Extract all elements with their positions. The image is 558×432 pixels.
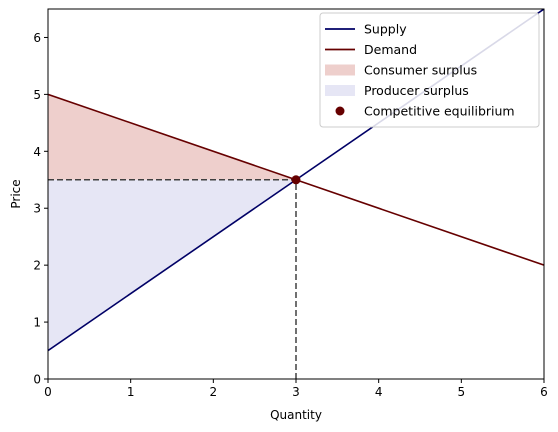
legend-producer-surplus-swatch [325, 85, 355, 96]
legend-supply-label: Supply [364, 22, 407, 37]
x-axis-ticks: 0 1 2 3 4 5 6 [44, 379, 548, 399]
x-tick-label: 6 [540, 385, 548, 399]
equilibrium-guides [48, 179, 297, 379]
legend: Supply Demand Consumer surplus Producer sur… [319, 12, 540, 128]
legend-box [319, 12, 540, 128]
x-tick-label: 0 [44, 385, 52, 399]
x-tick-label: 4 [375, 385, 383, 399]
legend-demand-label: Demand [364, 42, 417, 57]
x-tick-label: 3 [292, 385, 300, 399]
y-tick-label: 0 [33, 373, 41, 387]
legend-competitive-equilibrium-swatch [335, 106, 345, 116]
y-axis-label: Price [9, 179, 23, 208]
legend-producer-surplus-label: Producer surplus [364, 83, 469, 98]
y-tick-label: 5 [33, 88, 41, 102]
x-tick-label: 2 [210, 385, 218, 399]
x-axis-label: Quantity [270, 408, 322, 422]
y-tick-label: 4 [33, 145, 41, 159]
y-tick-label: 1 [33, 316, 41, 330]
legend-consumer-surplus-label: Consumer surplus [364, 63, 477, 78]
y-tick-label: 6 [33, 31, 41, 45]
y-tick-label: 2 [33, 259, 41, 273]
equilibrium-point-layer [291, 175, 301, 185]
x-tick-label: 1 [127, 385, 135, 399]
legend-competitive-equilibrium-label: Competitive equilibrium [364, 104, 515, 119]
x-tick-label: 5 [458, 385, 466, 399]
y-tick-label: 3 [33, 202, 41, 216]
surplus-areas [48, 94, 296, 351]
y-axis-ticks: 0 1 2 3 4 5 6 [33, 31, 48, 387]
equilibrium-point [291, 175, 301, 185]
legend-consumer-surplus-swatch [325, 64, 355, 76]
